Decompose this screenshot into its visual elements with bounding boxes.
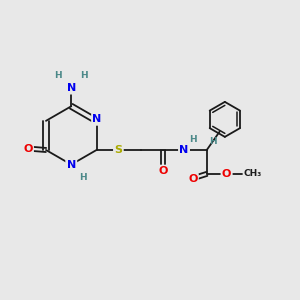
- Text: O: O: [158, 166, 168, 176]
- Text: H: H: [54, 71, 62, 80]
- Text: H: H: [80, 173, 87, 182]
- Text: N: N: [67, 83, 76, 93]
- Text: N: N: [92, 114, 102, 124]
- Text: H: H: [189, 135, 197, 144]
- Text: O: O: [222, 169, 231, 179]
- Text: O: O: [188, 174, 197, 184]
- Text: N: N: [67, 160, 76, 170]
- Text: S: S: [114, 145, 122, 155]
- Text: H: H: [81, 71, 88, 80]
- Text: H: H: [209, 137, 217, 146]
- Text: N: N: [179, 145, 189, 155]
- Text: CH₃: CH₃: [244, 169, 262, 178]
- Text: O: O: [23, 143, 33, 154]
